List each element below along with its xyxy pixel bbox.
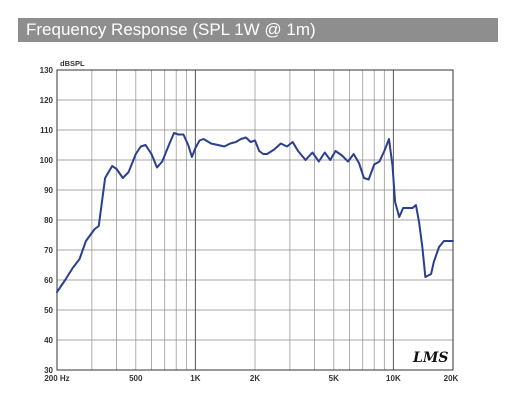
y-tick-label: 110	[40, 126, 53, 135]
x-tick-label: 20K	[444, 374, 459, 383]
y-tick-label: 80	[44, 216, 53, 225]
y-tick-label: 50	[44, 306, 53, 315]
y-tick-label: 60	[44, 276, 53, 285]
x-axis-ticks: 200 Hz 500 1K 2K 5K 10K 20K	[44, 374, 458, 383]
x-tick-label: 10K	[386, 374, 401, 383]
y-axis-label: dBSPL	[60, 59, 85, 68]
y-tick-label: 70	[44, 246, 53, 255]
y-tick-label: 30	[44, 366, 53, 375]
chart-title: Frequency Response (SPL 1W @ 1m)	[18, 18, 498, 42]
y-tick-label: 90	[44, 186, 53, 195]
y-tick-label: 40	[44, 336, 53, 345]
x-tick-label: 5K	[329, 374, 339, 383]
y-tick-label: 100	[40, 156, 54, 165]
lms-logo: LMS	[412, 350, 448, 366]
x-tick-label: 200 Hz	[44, 374, 69, 383]
series-line-spl	[56, 132, 454, 293]
y-tick-label: 130	[40, 66, 54, 75]
y-axis-ticks: 30 40 50 60 70 80 90 100 110 120 130	[40, 66, 54, 375]
y-tick-label: 120	[40, 96, 54, 105]
x-tick-label: 1K	[190, 374, 200, 383]
major-gridlines	[194, 70, 394, 370]
x-tick-label: 2K	[250, 374, 260, 383]
x-tick-label: 500	[129, 374, 143, 383]
plot-frame	[56, 69, 454, 371]
